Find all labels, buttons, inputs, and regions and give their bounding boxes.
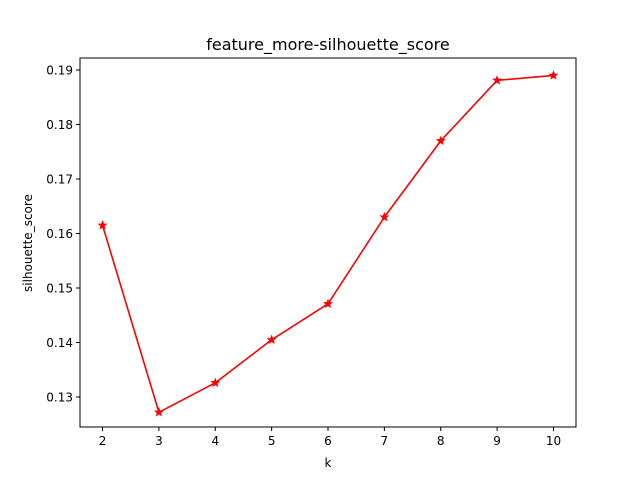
series-layer (97, 70, 559, 417)
data-point-marker (97, 220, 108, 230)
data-point-marker (548, 70, 559, 80)
y-tick-label: 0.19 (46, 63, 73, 77)
x-tick-label: 10 (546, 434, 561, 448)
y-tick-label: 0.13 (46, 391, 73, 405)
x-tick-label: 5 (268, 434, 276, 448)
data-point-marker (379, 211, 390, 222)
data-point-marker (210, 377, 221, 388)
y-tick-label: 0.17 (46, 173, 73, 187)
data-point-marker (435, 135, 446, 146)
x-tick-label: 4 (211, 434, 219, 448)
chart-title: feature_more-silhouette_score (206, 35, 450, 55)
x-tick-label: 9 (493, 434, 501, 448)
y-tick-label: 0.16 (46, 227, 73, 241)
axes-frame (79, 57, 577, 428)
data-point-marker (153, 407, 164, 417)
data-point-marker (323, 298, 333, 309)
axes-layer: 2 3 4 5 6 7 8 9 10 0.13 0.14 0.15 0.16 0.17 0.18 0.19 (46, 57, 577, 448)
x-tick-label: 7 (381, 434, 389, 448)
x-axis-label: k (325, 456, 332, 470)
x-tick-label: 6 (324, 434, 332, 448)
y-axis-label: silhouette_score (21, 194, 35, 292)
series-line (101, 74, 554, 414)
y-tick-label: 0.14 (46, 336, 73, 350)
x-tick-label: 2 (99, 434, 107, 448)
data-point-marker (266, 334, 277, 345)
x-tick-label: 3 (155, 434, 163, 448)
y-tick-label: 0.15 (46, 282, 73, 296)
y-tick-label: 0.18 (46, 118, 73, 132)
data-point-marker (492, 75, 503, 85)
x-tick-label: 8 (437, 434, 445, 448)
